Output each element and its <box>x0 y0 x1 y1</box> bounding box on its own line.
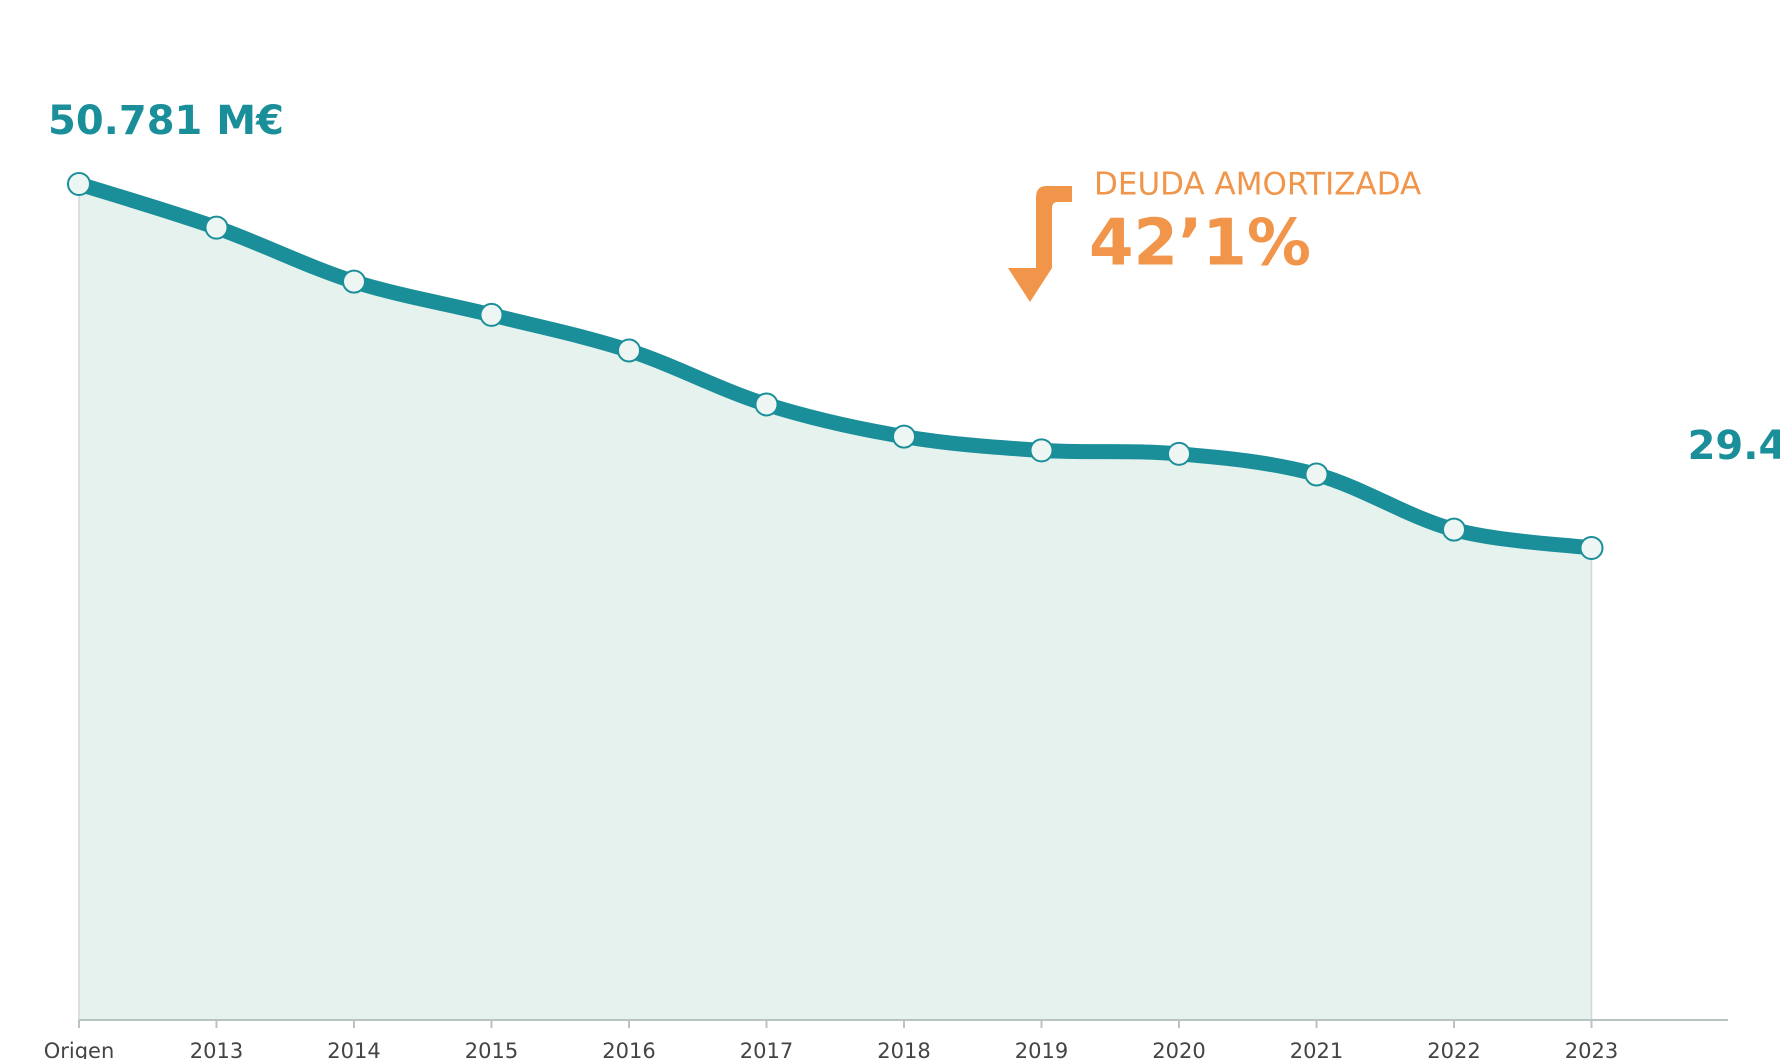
x-tick-label: 2020 <box>1152 1039 1205 1059</box>
area-layer <box>78 182 1593 1021</box>
point <box>1442 517 1466 542</box>
x-tick-label: 2018 <box>877 1039 930 1059</box>
line <box>71 176 1599 556</box>
x-tick-label: Origen <box>44 1039 115 1059</box>
point <box>1029 438 1054 463</box>
x-tick-label: 2014 <box>327 1039 380 1059</box>
value-label: 29.413 M€ <box>1688 423 1780 469</box>
point <box>342 269 366 294</box>
x-tick-label: 2022 <box>1427 1039 1480 1059</box>
value-label: 50.781 M€ <box>48 98 284 144</box>
x-tick-label: 2021 <box>1290 1039 1343 1059</box>
annotation-arrow <box>1008 186 1072 302</box>
annotation-label: DEUDA AMORTIZADA <box>1094 167 1421 203</box>
point <box>754 392 779 417</box>
x-tick-label: 2016 <box>602 1039 655 1059</box>
x-tick-label: 2019 <box>1015 1039 1068 1059</box>
x-tick-label: 2015 <box>465 1039 518 1059</box>
point <box>1167 441 1191 466</box>
point <box>204 215 229 240</box>
point <box>892 424 916 449</box>
point <box>617 338 641 363</box>
point <box>1304 462 1329 487</box>
x-tick-label: 2023 <box>1565 1039 1618 1059</box>
x-tick-label: 2017 <box>740 1039 793 1059</box>
line-layer <box>67 172 1604 560</box>
point <box>67 172 91 196</box>
x-tick-label: 2013 <box>190 1039 243 1059</box>
area <box>78 182 1593 1021</box>
point <box>479 302 504 327</box>
point <box>1579 536 1604 560</box>
annotation-value: 42’1% <box>1089 207 1311 281</box>
